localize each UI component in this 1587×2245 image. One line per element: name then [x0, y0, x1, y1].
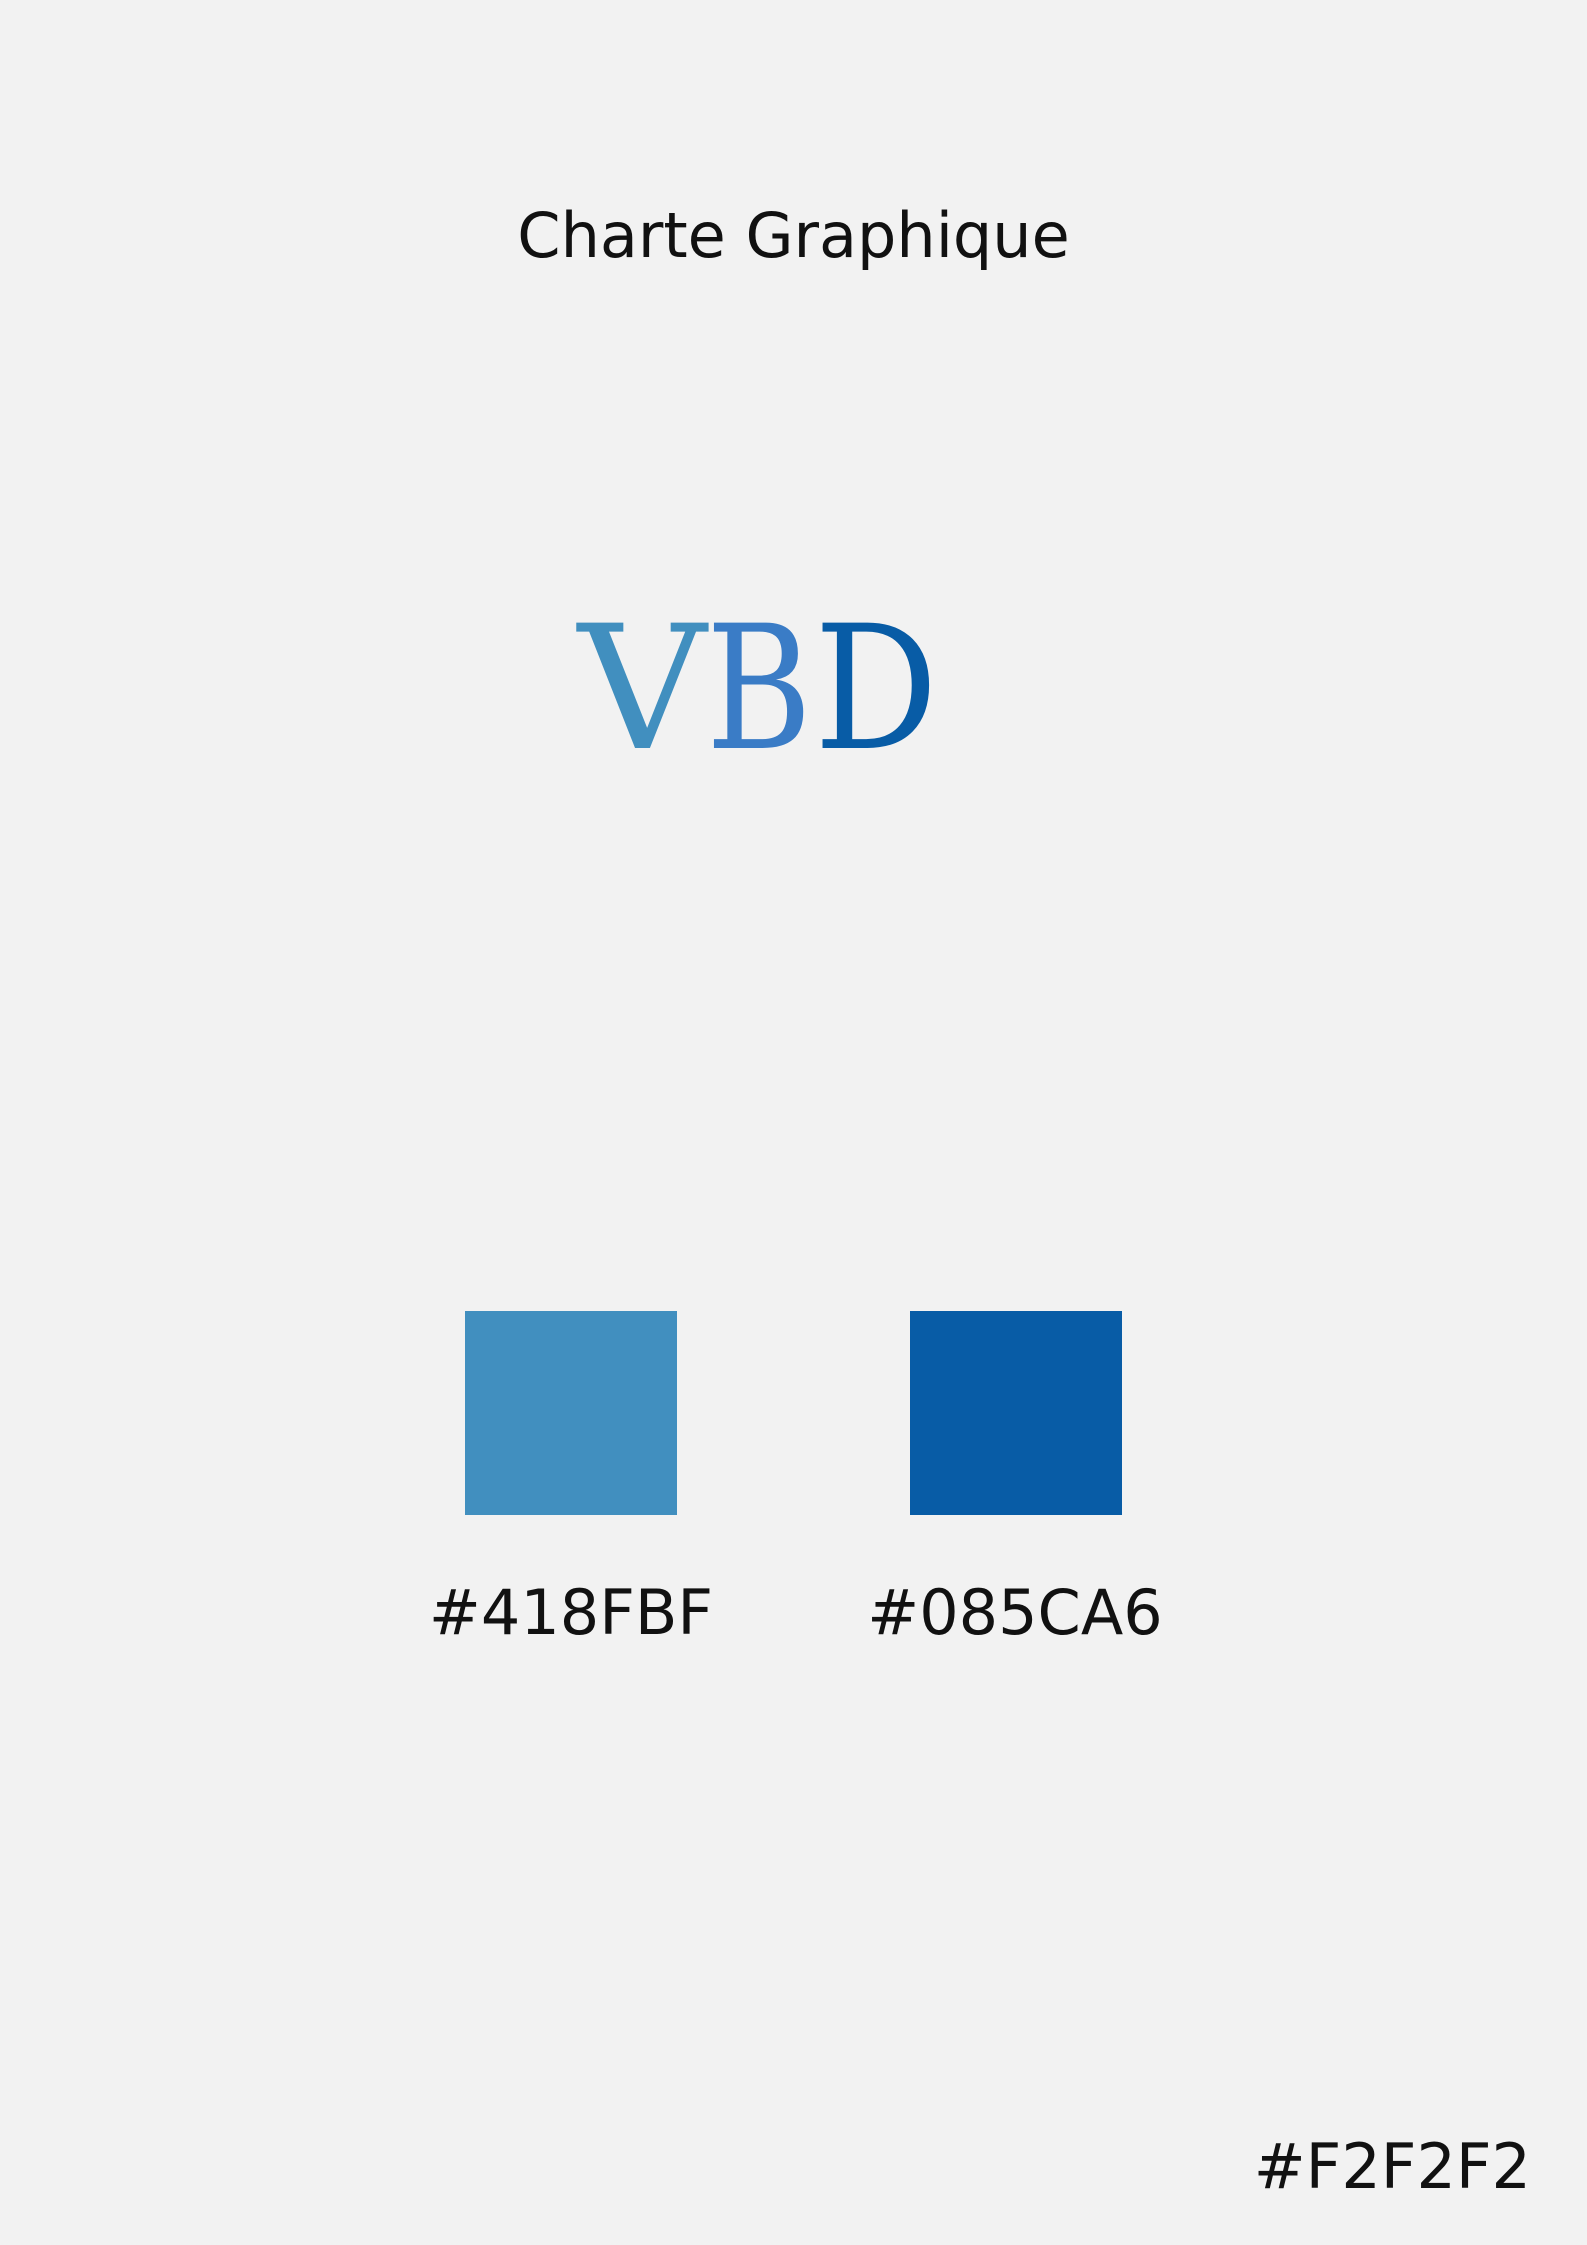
color-swatch-primary	[465, 1311, 677, 1515]
color-code-primary: #418FBF	[428, 1576, 714, 1649]
page-title: Charte Graphique	[517, 199, 1070, 272]
logo-letter-b: B	[706, 588, 812, 780]
logo-letter-v: V	[576, 588, 709, 780]
color-code-secondary: #085CA6	[867, 1576, 1163, 1649]
background-color-code: #F2F2F2	[1253, 2130, 1531, 2203]
vbd-logo: V B D	[560, 580, 1000, 780]
color-swatch-secondary	[910, 1311, 1122, 1515]
logo-letter-d: D	[814, 588, 938, 780]
